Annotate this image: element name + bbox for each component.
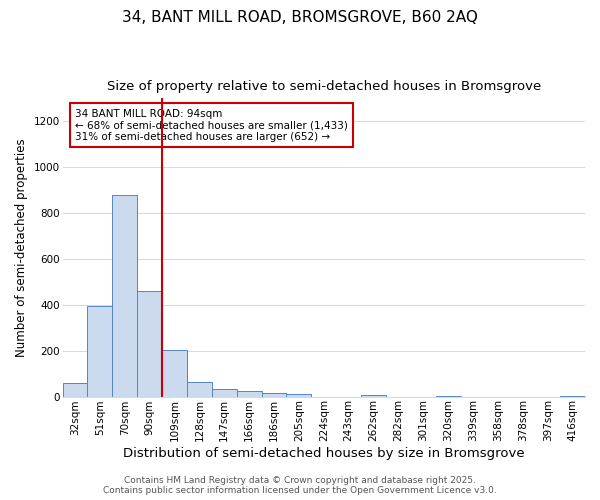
Bar	[187, 382, 212, 396]
Title: Size of property relative to semi-detached houses in Bromsgrove: Size of property relative to semi-detach…	[107, 80, 541, 93]
Bar	[237, 392, 262, 396]
Text: 34 BANT MILL ROAD: 94sqm
← 68% of semi-detached houses are smaller (1,433)
31% o: 34 BANT MILL ROAD: 94sqm ← 68% of semi-d…	[75, 108, 348, 142]
Bar	[62, 383, 88, 396]
Text: Contains HM Land Registry data © Crown copyright and database right 2025.
Contai: Contains HM Land Registry data © Crown c…	[103, 476, 497, 495]
Y-axis label: Number of semi-detached properties: Number of semi-detached properties	[15, 138, 28, 356]
Bar	[162, 350, 187, 397]
X-axis label: Distribution of semi-detached houses by size in Bromsgrove: Distribution of semi-detached houses by …	[123, 447, 524, 460]
Bar	[137, 291, 162, 397]
Bar	[262, 393, 286, 396]
Bar	[286, 394, 311, 396]
Bar	[212, 389, 237, 396]
Bar	[88, 306, 112, 396]
Bar	[112, 194, 137, 396]
Bar	[361, 394, 386, 396]
Text: 34, BANT MILL ROAD, BROMSGROVE, B60 2AQ: 34, BANT MILL ROAD, BROMSGROVE, B60 2AQ	[122, 10, 478, 25]
